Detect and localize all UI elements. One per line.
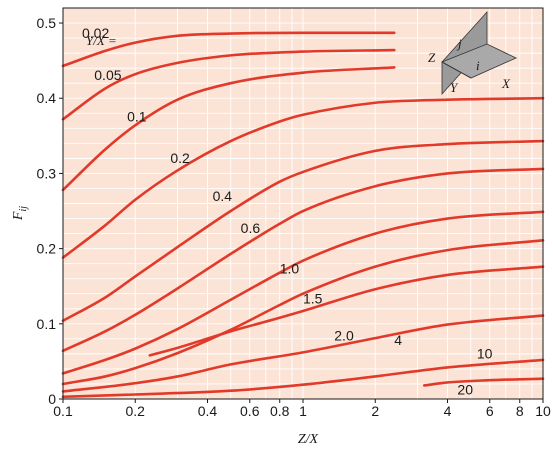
x-tick-label: 2: [371, 403, 379, 419]
curve-label-0_05: 0.05: [94, 67, 121, 83]
inset-label-z: Z: [428, 50, 436, 65]
curve-yx-0_02: [61, 31, 396, 68]
inset-label-j: j: [456, 36, 462, 51]
curve-label-0_4: 0.4: [213, 188, 233, 204]
y-axis-title-sub: ij: [18, 206, 29, 212]
y-axis-title: Fij: [11, 206, 29, 221]
curve-yx-0_05: [61, 48, 396, 121]
curve-yx-4: [61, 314, 545, 393]
y-tick-label: 0.5: [37, 15, 57, 31]
curve-yx-1_0: [61, 210, 545, 375]
inset-label-x: X: [501, 76, 511, 91]
curve-group: [61, 31, 545, 399]
curve-label-1_5: 1.5: [303, 291, 323, 307]
inset-label-i: i: [476, 58, 480, 73]
x-tick-label: 0.1: [53, 403, 73, 419]
curve-yx-10: [61, 358, 545, 399]
curve-yx-0_2: [61, 96, 545, 259]
x-tick-label: 6: [486, 403, 494, 419]
curve-label-0_02: 0.02: [82, 25, 109, 41]
curve-yx-20: [422, 377, 545, 387]
x-tick-label: 4: [444, 403, 452, 419]
curve-label-group: 0.02 0.05 0.1 0.2 0.4 0.6 1.01.5 2.0 4 10 20: [82, 25, 493, 397]
svg-text:Fij: Fij: [11, 206, 29, 221]
curve-yx-0_6: [61, 167, 545, 353]
y-axis-title-main: F: [11, 211, 26, 221]
curve-yx-2_0: [148, 265, 545, 357]
y-tick-label: 0.1: [37, 316, 57, 332]
curve-label-0_1: 0.1: [127, 109, 147, 125]
curve-label-20: 20: [457, 381, 473, 397]
curve-label-0_2: 0.2: [170, 150, 190, 166]
y-tick-label: 0.4: [37, 90, 57, 106]
x-tick-label: 1: [299, 403, 307, 419]
curve-yx-0_4: [61, 139, 545, 323]
curve-label-1_0: 1.0: [280, 260, 300, 276]
x-tick-label: 8: [516, 403, 524, 419]
x-axis-title: Z/X: [298, 432, 319, 447]
inset-edge: [441, 61, 472, 79]
curve-label-4: 4: [394, 332, 402, 348]
curve-yx-1_5: [61, 239, 545, 386]
y-tick-label: 0.3: [37, 165, 57, 181]
inset-label-y: Y: [450, 80, 459, 95]
x-tick-label: 0.2: [126, 403, 146, 419]
x-tick-label: 0.8: [270, 403, 290, 419]
curve-yx-0_1: [61, 66, 396, 192]
x-tick-label: 0.6: [240, 403, 260, 419]
geometry-inset: j i Z Y X: [428, 10, 517, 96]
legend-title: Y/X =: [86, 33, 117, 48]
curve-label-0_6: 0.6: [241, 220, 261, 236]
y-tick-label: 0.2: [37, 241, 57, 257]
x-tick-label: 0.4: [198, 403, 218, 419]
x-tick-label: 10: [535, 403, 551, 419]
curve-label-2_0: 2.0: [334, 327, 354, 343]
y-tick-label: 0: [48, 391, 56, 407]
curve-label-10: 10: [477, 345, 493, 361]
